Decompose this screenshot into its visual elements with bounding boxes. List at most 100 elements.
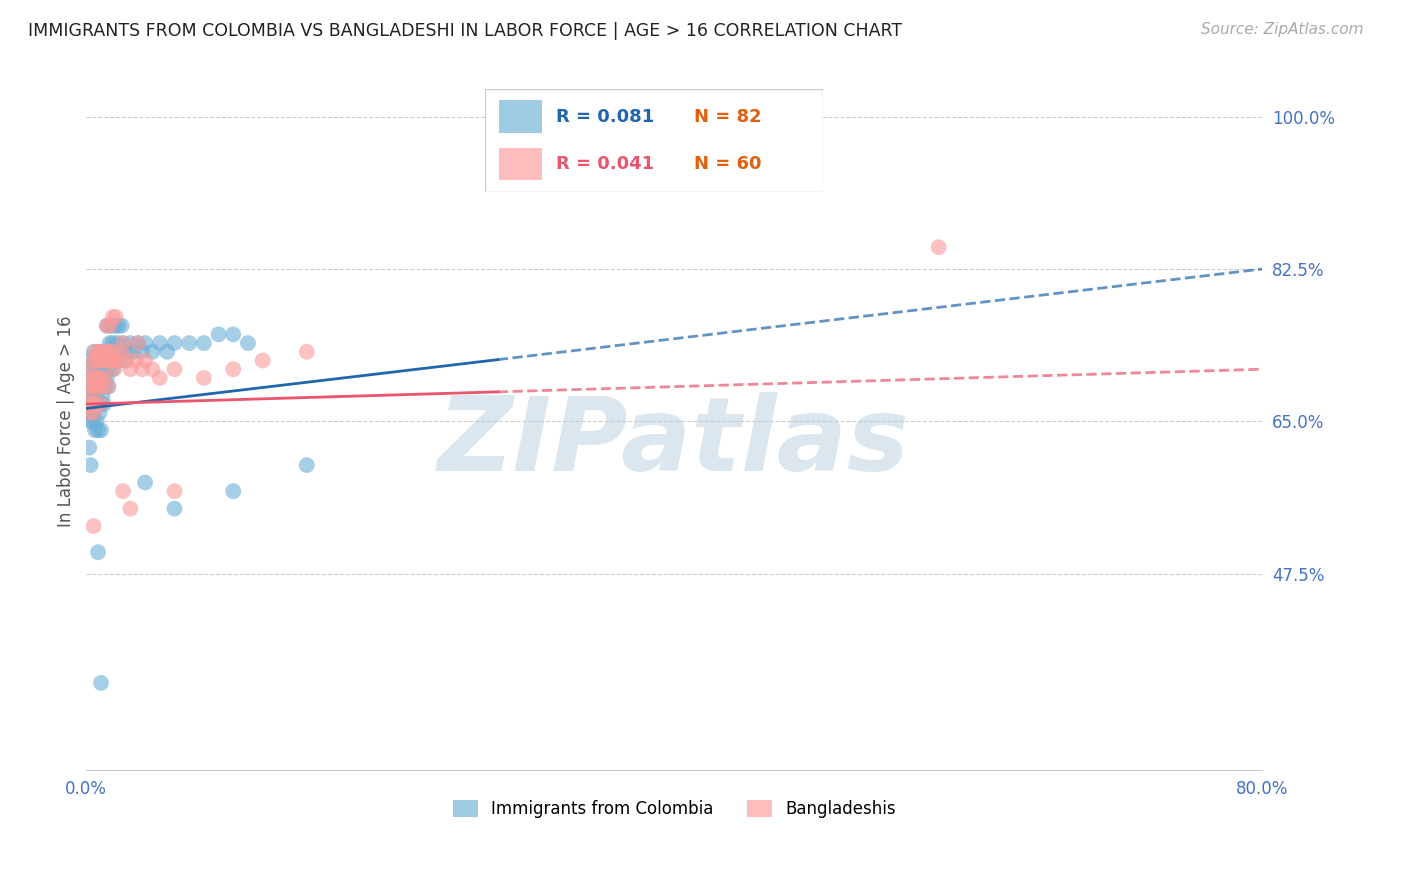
- Point: [90, 397, 112, 411]
- Point: [89, 353, 111, 368]
- Point: [101, 310, 124, 324]
- Point: [222, 484, 245, 499]
- Point: [141, 344, 163, 359]
- Point: [82, 362, 104, 376]
- Point: [80, 388, 103, 402]
- Point: [91, 362, 114, 376]
- Point: [163, 336, 186, 351]
- Point: [82, 371, 104, 385]
- Point: [77, 406, 100, 420]
- Point: [134, 475, 156, 490]
- Point: [236, 336, 259, 351]
- Point: [131, 362, 153, 376]
- Point: [98, 344, 121, 359]
- Point: [97, 353, 120, 368]
- Point: [101, 336, 124, 351]
- Point: [295, 344, 318, 359]
- Point: [84, 344, 107, 359]
- FancyBboxPatch shape: [499, 101, 543, 133]
- Point: [87, 371, 110, 385]
- Point: [77, 406, 100, 420]
- Point: [86, 379, 108, 393]
- Text: N = 82: N = 82: [695, 108, 762, 126]
- Point: [83, 406, 105, 420]
- Point: [98, 318, 121, 333]
- Point: [93, 397, 115, 411]
- Point: [80, 353, 103, 368]
- Point: [94, 353, 117, 368]
- Point: [124, 353, 146, 368]
- Point: [90, 371, 112, 385]
- Legend: Immigrants from Colombia, Bangladeshis: Immigrants from Colombia, Bangladeshis: [446, 793, 903, 824]
- Point: [117, 344, 139, 359]
- Point: [100, 353, 122, 368]
- Point: [141, 362, 163, 376]
- Point: [90, 423, 112, 437]
- Point: [101, 344, 124, 359]
- Point: [93, 344, 115, 359]
- Point: [84, 353, 107, 368]
- Point: [120, 336, 142, 351]
- Point: [86, 362, 108, 376]
- Point: [149, 371, 172, 385]
- Point: [96, 344, 118, 359]
- Point: [104, 318, 127, 333]
- Point: [77, 441, 100, 455]
- Point: [156, 344, 179, 359]
- Point: [84, 379, 107, 393]
- Point: [928, 240, 950, 254]
- Point: [222, 362, 245, 376]
- Point: [110, 318, 132, 333]
- Text: N = 60: N = 60: [695, 155, 762, 173]
- Point: [163, 501, 186, 516]
- Point: [96, 318, 118, 333]
- Point: [84, 397, 107, 411]
- FancyBboxPatch shape: [499, 148, 543, 180]
- Point: [80, 415, 103, 429]
- Point: [252, 353, 274, 368]
- Point: [87, 423, 110, 437]
- Point: [112, 336, 135, 351]
- Point: [110, 344, 132, 359]
- Point: [86, 353, 108, 368]
- Point: [89, 379, 111, 393]
- Point: [94, 379, 117, 393]
- Point: [104, 353, 127, 368]
- Point: [104, 353, 127, 368]
- Point: [89, 353, 111, 368]
- Text: ZIPatlas: ZIPatlas: [439, 392, 910, 493]
- Point: [107, 353, 129, 368]
- Point: [222, 327, 245, 342]
- Point: [98, 362, 121, 376]
- Point: [104, 310, 127, 324]
- Point: [120, 362, 142, 376]
- Point: [80, 362, 103, 376]
- Point: [101, 362, 124, 376]
- Point: [163, 362, 186, 376]
- Y-axis label: In Labor Force | Age > 16: In Labor Force | Age > 16: [58, 316, 75, 527]
- Point: [149, 336, 172, 351]
- Point: [101, 318, 124, 333]
- Point: [120, 501, 142, 516]
- Point: [107, 353, 129, 368]
- FancyBboxPatch shape: [485, 89, 823, 192]
- Point: [96, 344, 118, 359]
- Point: [90, 371, 112, 385]
- Point: [76, 397, 98, 411]
- Point: [76, 388, 98, 402]
- Point: [127, 336, 149, 351]
- Point: [207, 327, 229, 342]
- Point: [89, 379, 111, 393]
- Point: [93, 371, 115, 385]
- Point: [96, 371, 118, 385]
- Point: [90, 344, 112, 359]
- Point: [93, 371, 115, 385]
- Point: [87, 545, 110, 559]
- Point: [90, 344, 112, 359]
- Point: [193, 371, 215, 385]
- Point: [179, 336, 201, 351]
- Point: [87, 344, 110, 359]
- Point: [134, 336, 156, 351]
- Point: [91, 379, 114, 393]
- Text: R = 0.041: R = 0.041: [555, 155, 654, 173]
